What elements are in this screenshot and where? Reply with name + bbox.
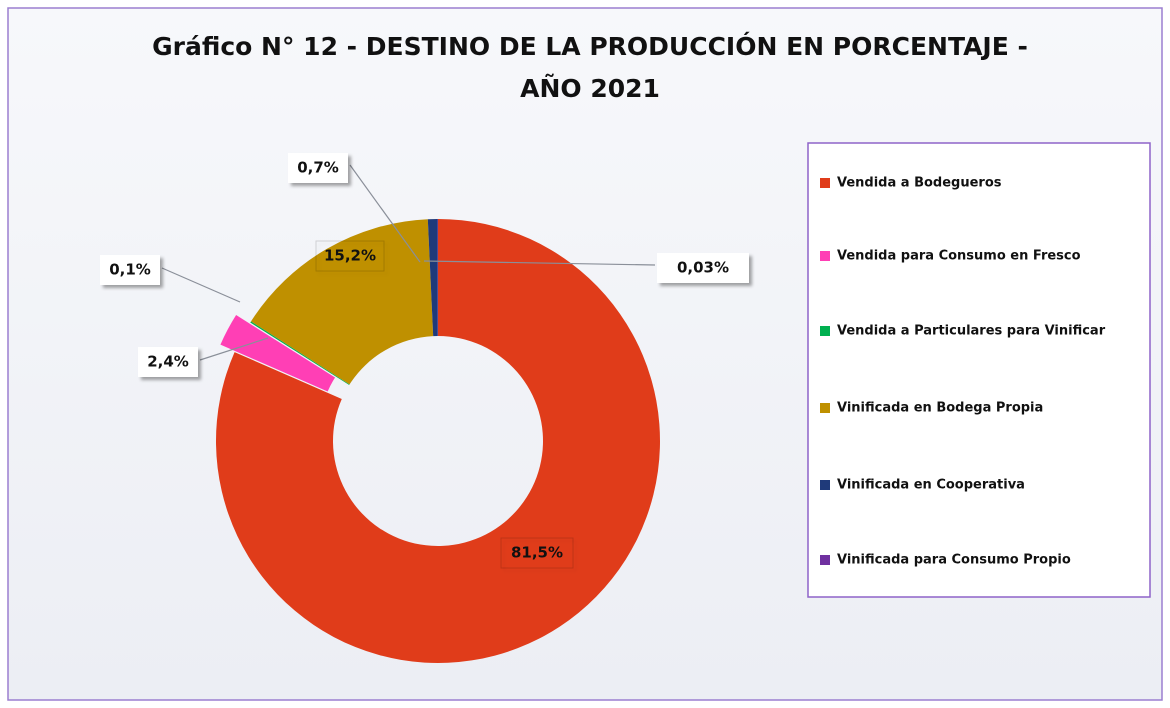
legend-swatch xyxy=(820,326,830,336)
legend-label: Vendida a Bodegueros xyxy=(837,176,1002,191)
legend-label: Vinificada en Cooperativa xyxy=(837,478,1025,493)
data-label: 0,03% xyxy=(677,259,729,277)
legend-label: Vendida a Particulares para Vinificar xyxy=(837,324,1106,339)
legend-label: Vinificada para Consumo Propio xyxy=(837,553,1071,568)
legend-label: Vendida para Consumo en Fresco xyxy=(837,249,1081,264)
data-label: 0,7% xyxy=(297,159,339,177)
legend-box xyxy=(808,143,1150,597)
legend-swatch xyxy=(820,251,830,261)
data-label: 0,1% xyxy=(109,261,151,279)
data-label: 2,4% xyxy=(147,353,189,371)
legend-swatch xyxy=(820,555,830,565)
data-label: 81,5% xyxy=(511,544,563,562)
legend-swatch xyxy=(820,178,830,188)
legend-label: Vinificada en Bodega Propia xyxy=(837,401,1043,416)
legend-swatch xyxy=(820,403,830,413)
data-label: 15,2% xyxy=(324,247,376,265)
legend-swatch xyxy=(820,480,830,490)
chart-title: Gráfico N° 12 - DESTINO DE LA PRODUCCIÓN… xyxy=(152,31,1028,61)
chart-title: AÑO 2021 xyxy=(520,74,660,103)
